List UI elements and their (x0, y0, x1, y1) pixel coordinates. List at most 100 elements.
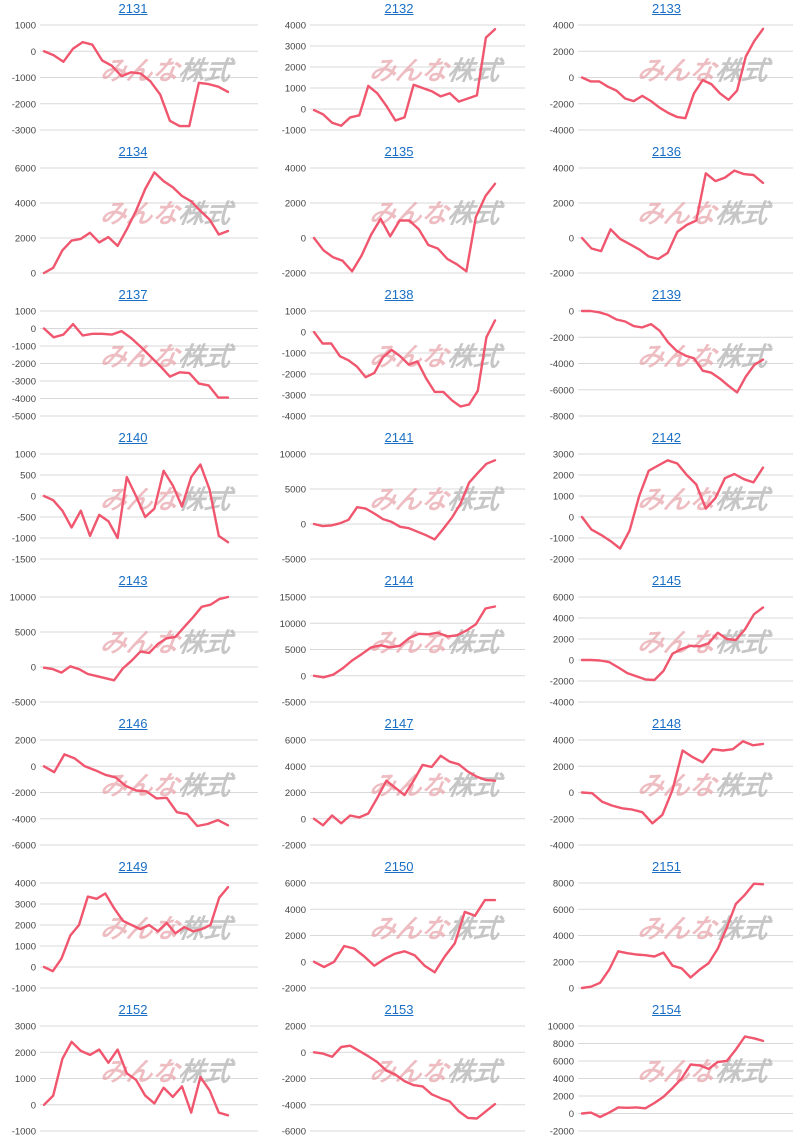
chart-title-link[interactable]: 2136 (652, 144, 681, 159)
y-tick-label: 0 (31, 963, 36, 974)
y-tick-label: 8000 (553, 1039, 574, 1050)
watermark-part2: 株式 (445, 629, 506, 659)
chart-title-link[interactable]: 2135 (384, 144, 414, 159)
y-tick-label: -5000 (282, 698, 306, 709)
chart-title-link[interactable]: 2132 (384, 1, 414, 16)
chart-2138: 2138 1000 0 -1000 -2000 -3000 -4000 みんな 株式 (266, 286, 532, 429)
chart-2133: 2133 4000 2000 0 -2000 -4000 みんな 株式 (533, 0, 800, 143)
y-tick-label: -4000 (12, 394, 36, 405)
y-tick-label: 6000 (285, 879, 306, 890)
y-tick-label: -2000 (12, 99, 36, 110)
y-tick-label: 2000 (285, 788, 306, 799)
y-tick-label: 0 (31, 1100, 36, 1111)
y-tick-label: 0 (301, 1048, 306, 1059)
y-tick-label: 4000 (285, 762, 306, 773)
y-tick-label: 4000 (553, 614, 574, 625)
y-tick-label: 10000 (280, 450, 306, 461)
y-tick-label: 10000 (548, 1022, 574, 1033)
watermark-part2: 株式 (445, 915, 506, 945)
y-tick-label: -1000 (12, 1127, 36, 1138)
series-line (580, 309, 765, 394)
series-line (580, 169, 765, 261)
watermark-part2: 株式 (713, 629, 774, 659)
chart-title-link[interactable]: 2142 (652, 430, 681, 445)
chart-title-link[interactable]: 2138 (384, 287, 414, 302)
series-line (312, 605, 497, 679)
y-tick-label: -4000 (282, 412, 306, 423)
chart-title-link[interactable]: 2139 (652, 287, 681, 302)
y-tick-label: 4000 (285, 905, 306, 916)
y-tick-label: 2000 (15, 1048, 36, 1059)
chart-title-link[interactable]: 2152 (118, 1002, 148, 1017)
chart-title-link[interactable]: 2143 (118, 573, 148, 588)
chart-title-link[interactable]: 2148 (652, 716, 681, 731)
chart-title-link[interactable]: 2137 (118, 287, 148, 302)
chart-2145: 2145 6000 4000 2000 0 -2000 -4000 みんな 株式 (533, 572, 800, 715)
chart-2142: 2142 3000 2000 1000 0 -1000 -2000 みんな 株式 (533, 429, 800, 572)
y-tick-label: 4000 (285, 164, 306, 175)
chart-title-link[interactable]: 2140 (118, 430, 148, 445)
chart-title-link[interactable]: 2151 (652, 859, 681, 874)
chart-title-link[interactable]: 2154 (652, 1002, 681, 1017)
y-tick-label: 2000 (553, 47, 574, 58)
y-tick-label: 0 (569, 73, 574, 84)
y-tick-label: 0 (569, 788, 574, 799)
y-tick-label: -4000 (550, 359, 574, 370)
watermark-part1: みんな (635, 343, 721, 373)
chart-title-link[interactable]: 2146 (118, 716, 148, 731)
chart-title-link[interactable]: 2144 (384, 573, 414, 588)
chart-title-link[interactable]: 2147 (384, 716, 414, 731)
chart-2140: 2140 1000 500 0 -500 -1000 -1500 みんな 株式 (0, 429, 266, 572)
y-tick-label: 1000 (15, 942, 36, 953)
watermark-part2: 株式 (176, 1058, 237, 1088)
y-tick-label: 6000 (553, 905, 574, 916)
chart-title-link[interactable]: 2131 (118, 1, 148, 16)
y-tick-label: 1000 (15, 307, 36, 318)
chart-title-link[interactable]: 2141 (384, 430, 414, 445)
chart-2136: 2136 4000 2000 0 -2000 みんな 株式 (533, 143, 800, 286)
chart-title-link[interactable]: 2153 (384, 1002, 414, 1017)
chart-2151: 2151 8000 6000 4000 2000 0 みんな 株式 (533, 858, 800, 1001)
chart-title-link[interactable]: 2133 (652, 1, 681, 16)
y-tick-label: 0 (301, 671, 306, 682)
series-line (580, 459, 765, 550)
chart-title-link[interactable]: 2150 (384, 859, 414, 874)
chart-title-link[interactable]: 2149 (118, 859, 148, 874)
y-tick-label: -1000 (550, 534, 574, 545)
series-line (580, 1035, 765, 1119)
y-tick-label: 2000 (285, 63, 306, 74)
series-line (580, 882, 765, 990)
y-tick-label: 1000 (15, 21, 36, 32)
watermark-part2: 株式 (176, 772, 237, 802)
chart-title-link[interactable]: 2145 (652, 573, 681, 588)
y-tick-label: -2000 (282, 984, 306, 995)
y-tick-label: 0 (31, 269, 36, 280)
watermark-part2: 株式 (176, 915, 237, 945)
y-tick-label: 6000 (553, 1057, 574, 1068)
series-line (42, 463, 230, 544)
y-tick-label: 2000 (553, 762, 574, 773)
chart-title-link[interactable]: 2134 (118, 144, 148, 159)
y-tick-label: -5000 (12, 412, 36, 423)
y-tick-label: 1000 (15, 1074, 36, 1085)
y-tick-label: 2000 (553, 1092, 574, 1103)
watermark-part1: みんな (98, 629, 184, 659)
series-line (42, 886, 230, 973)
